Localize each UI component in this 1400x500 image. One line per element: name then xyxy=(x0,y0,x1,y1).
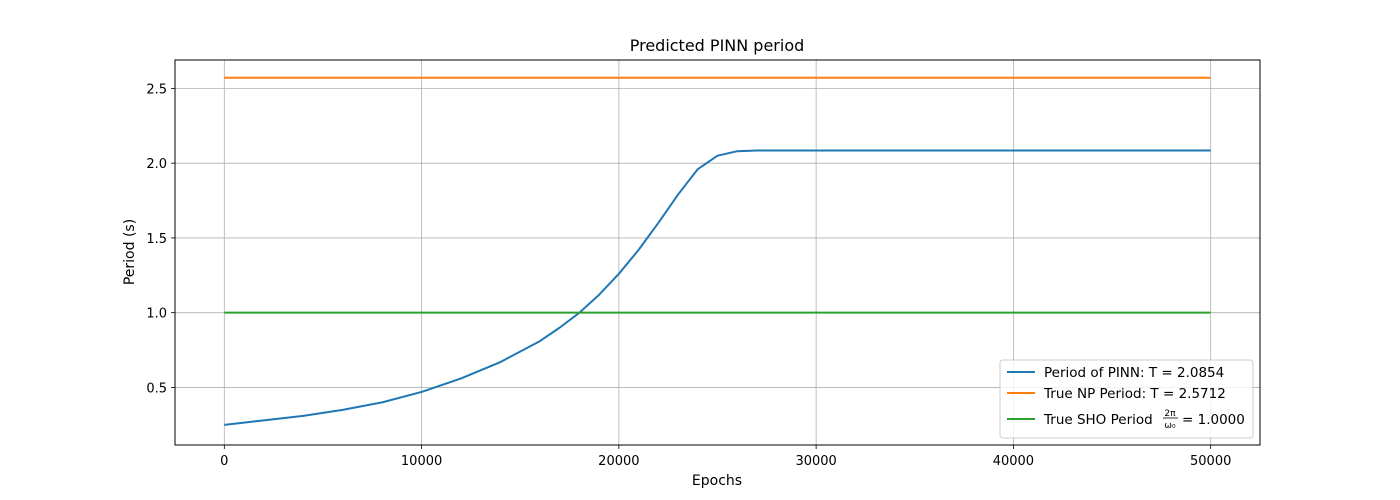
x-tick-label: 40000 xyxy=(993,454,1034,469)
x-tick-label: 10000 xyxy=(401,454,442,469)
y-tick-label: 1.5 xyxy=(146,232,167,247)
y-axis-label: Period (s) xyxy=(122,219,138,285)
y-tick-label: 2.0 xyxy=(146,157,167,172)
x-tick-label: 20000 xyxy=(598,454,639,469)
tick-layer: 0 10000 20000 30000 40000 50000 0.5 1.0 1.5 2.0 2.… xyxy=(146,82,1231,469)
plot-frame xyxy=(174,59,1261,446)
x-tick-label: 0 xyxy=(220,454,228,469)
x-tick-label: 30000 xyxy=(795,454,836,469)
y-tick-label: 0.5 xyxy=(146,381,167,396)
legend-sho-value: = 1.0000 xyxy=(1182,412,1245,428)
legend-label-pinn: Period of PINN: T = 2.0854 xyxy=(1044,365,1224,381)
legend: Period of PINN: T = 2.0854 True NP Perio… xyxy=(999,359,1254,439)
x-tick-label: 50000 xyxy=(1190,454,1231,469)
fraction-denominator: ω₀ xyxy=(1164,421,1176,431)
legend-label-sho: True SHO Period xyxy=(1043,412,1153,428)
x-axis-label: Epochs xyxy=(692,473,742,489)
chart-title: Predicted PINN period xyxy=(630,36,805,55)
series-line-pinn xyxy=(224,149,1211,426)
fraction-numerator: 2π xyxy=(1164,409,1176,419)
y-tick-label: 2.5 xyxy=(146,82,167,97)
y-tick-label: 1.0 xyxy=(146,307,167,322)
legend-box xyxy=(999,359,1254,439)
legend-label-np: True NP Period: T = 2.5712 xyxy=(1043,386,1226,402)
series-layer xyxy=(224,76,1211,426)
legend-sho-fraction: 2π ω₀ xyxy=(1163,409,1178,431)
